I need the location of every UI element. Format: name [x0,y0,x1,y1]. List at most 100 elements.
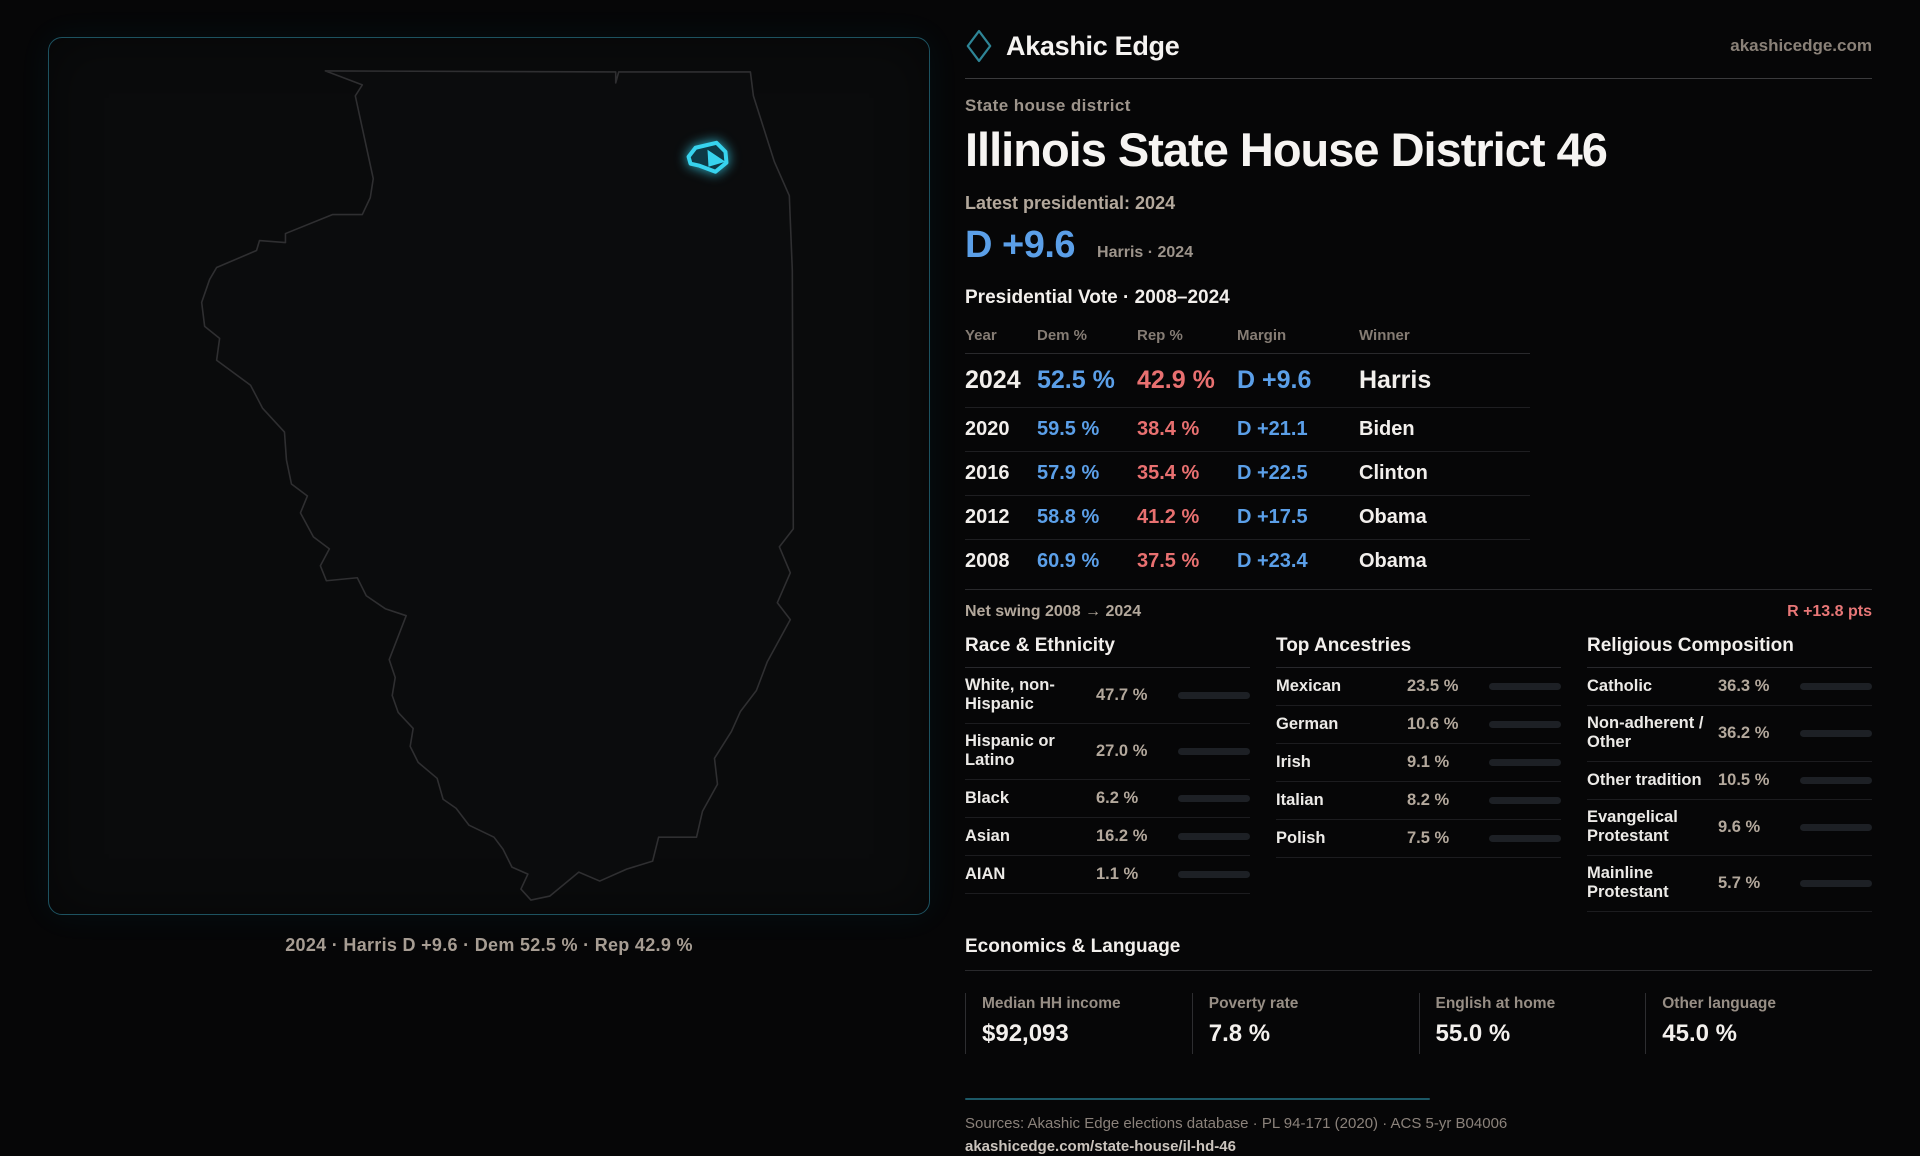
brand-domain-link[interactable]: akashicedge.com [1730,36,1872,55]
winner-cell: Obama [1359,550,1427,572]
year-cell: 2016 [965,462,1010,484]
demo-value: 7.5 % [1407,829,1450,847]
demo-row: Mexican 23.5 % [1276,668,1561,706]
demo-row: Evangelical Protestant 9.6 % [1587,800,1872,856]
winner-cell: Biden [1359,418,1415,440]
demo-row: White, non-Hispanic 47.7 % [965,668,1250,724]
diamond-logo-icon [966,29,992,63]
dem-cell: 57.9 % [1037,462,1100,484]
map-section: 2024 · Harris D +9.6 · Dem 52.5 % · Rep … [48,37,930,956]
demo-row: Black 6.2 % [965,780,1250,818]
brand-name: Akashic Edge [1006,30,1180,61]
demo-label: AIAN [965,864,1006,883]
dem-cell: 52.5 % [1037,366,1115,394]
demo-row: Mainline Protestant 5.7 % [1587,856,1872,912]
vote-table-title: Presidential Vote · 2008–2024 [965,287,1230,308]
rep-cell: 41.2 % [1137,506,1200,528]
demographics-section: Race & Ethnicity White, non-Hispanic 47.… [965,635,1872,912]
demo-bar [1489,797,1561,804]
brand-header: Akashic Edge akashicedge.com [965,0,1872,64]
stat-label: English at home [1435,994,1556,1012]
demo-label: Asian [965,826,1010,845]
stat-label: Poverty rate [1208,994,1299,1012]
ancestries-column-title: Top Ancestries [1276,635,1561,668]
demo-label: Mainline Protestant [1587,863,1669,902]
demo-bar [1489,683,1561,690]
winner-cell: Harris [1359,366,1432,394]
demo-bar [1800,729,1872,737]
table-row: 2020 59.5 % 38.4 % D +21.1 Biden [965,408,1530,452]
demo-row: Hispanic or Latino 27.0 % [965,724,1250,780]
dem-cell: 59.5 % [1037,418,1100,440]
demo-bar [1800,879,1872,887]
header-divider [965,78,1872,79]
demo-label: Catholic [1587,676,1653,695]
stat-median-income: Median HH income $92,093 [965,992,1192,1054]
rep-cell: 35.4 % [1137,462,1200,484]
dem-cell: 60.9 % [1037,550,1100,572]
demo-row: German 10.6 % [1276,706,1561,744]
demo-value: 9.1 % [1407,753,1450,771]
margin-value: D +9.6 [965,224,1076,266]
stat-value: 45.0 % [1662,1019,1737,1047]
religion-column: Religious Composition Catholic 36.3 % No… [1587,635,1872,912]
net-swing-value: R +13.8 pts [1787,603,1872,620]
canonical-url-link[interactable]: akashicedge.com/state-house/il-hd-46 [965,1137,1236,1155]
margin-cell: D +22.5 [1237,462,1308,484]
winner-cell: Obama [1359,506,1427,528]
demo-bar [1178,747,1250,755]
highlighted-district-46[interactable] [686,140,729,174]
stat-poverty-rate: Poverty rate 7.8 % [1191,992,1419,1054]
economics-divider [965,969,1872,971]
stat-label: Other language [1662,994,1776,1012]
dem-cell: 58.8 % [1037,506,1100,528]
demo-label: Black [965,788,1010,807]
economics-title: Economics & Language [965,935,1181,957]
demo-value: 27.0 % [1096,741,1148,760]
col-header-margin: Margin [1237,327,1287,344]
demo-label: White, non-Hispanic [965,676,1055,714]
year-cell: 2008 [965,550,1010,572]
demo-bar [1489,759,1561,766]
stat-value: 55.0 % [1435,1019,1511,1047]
demo-bar [1489,721,1561,728]
rep-cell: 38.4 % [1137,418,1200,440]
net-swing-label: Net swing 2008 → 2024 [965,603,1142,620]
presidential-vote-table: Year Dem % Rep % Margin Winner 2024 52.5… [965,321,1530,583]
year-cell: 2020 [965,418,1010,440]
race-column-title: Race & Ethnicity [965,635,1250,668]
demo-row: Italian 8.2 % [1276,782,1561,820]
demo-label: Hispanic or Latino [965,731,1055,770]
demo-bar [1178,794,1250,802]
demo-value: 8.2 % [1407,791,1450,809]
year-cell: 2024 [965,366,1021,394]
demo-value: 5.7 % [1718,873,1761,892]
economics-stats: Median HH income $92,093 Poverty rate 7.… [965,992,1872,1054]
margin-cell: D +17.5 [1237,506,1308,528]
demo-value: 47.7 % [1096,685,1148,704]
state-map-panel [48,37,930,915]
demo-row: Catholic 36.3 % [1587,668,1872,706]
district-type-eyebrow: State house district [965,96,1131,115]
demo-label: Non-adherent / Other [1587,714,1704,752]
margin-cell: D +9.6 [1237,366,1312,394]
table-header-row: Year Dem % Rep % Margin Winner [965,321,1530,354]
race-ethnicity-column: Race & Ethnicity White, non-Hispanic 47.… [965,635,1250,912]
table-row: 2008 60.9 % 37.5 % D +23.4 Obama [965,540,1530,583]
demo-label: Irish [1276,752,1311,771]
margin-caption: Harris · 2024 [1097,244,1194,261]
footer: Sources: Akashic Edge elections database… [965,1097,1872,1156]
rep-cell: 42.9 % [1137,366,1215,394]
illinois-state-outline [200,70,795,901]
demo-bar [1800,683,1872,690]
stat-value: 7.8 % [1208,1019,1271,1047]
demo-row: Polish 7.5 % [1276,820,1561,858]
table-row: 2016 57.9 % 35.4 % D +22.5 Clinton [965,452,1530,496]
margin-cell: D +23.4 [1237,550,1308,572]
demo-row: Other tradition 10.5 % [1587,762,1872,800]
ancestries-column: Top Ancestries Mexican 23.5 % German 10.… [1276,635,1561,912]
demo-row: Asian 16.2 % [965,818,1250,856]
sources-text: Sources: Akashic Edge elections database… [965,1114,1508,1132]
demo-value: 6.2 % [1096,788,1139,807]
demo-label: Evangelical Protestant [1587,807,1678,846]
